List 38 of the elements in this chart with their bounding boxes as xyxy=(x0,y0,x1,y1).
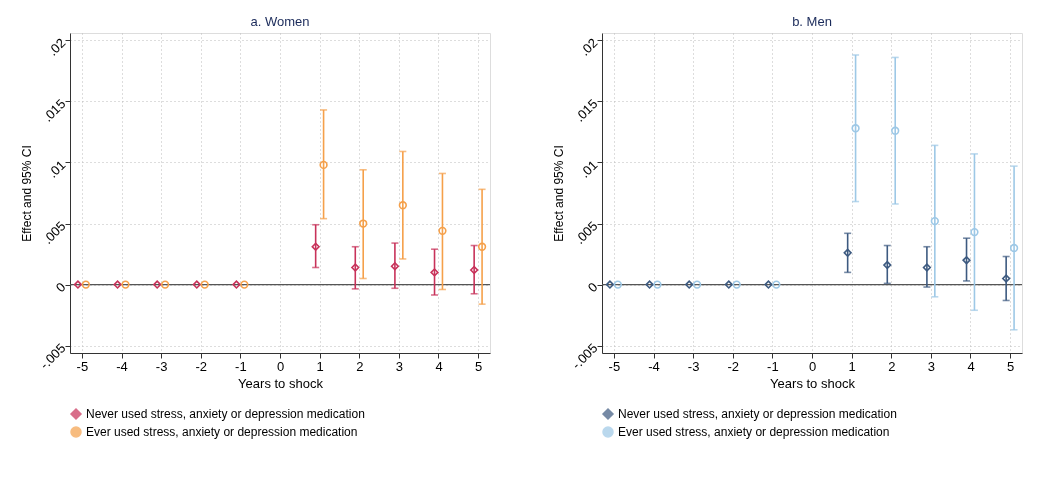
x-tick-label: 4 xyxy=(967,358,975,374)
x-tick-label: 2 xyxy=(888,358,896,374)
y-tick-label: .02 xyxy=(45,35,69,59)
y-tick-label: 0 xyxy=(584,279,601,296)
x-tick-label: -1 xyxy=(767,358,779,374)
x-tick-label: -3 xyxy=(155,358,168,374)
x-tick-label: 5 xyxy=(475,358,483,374)
x-tick-label: -3 xyxy=(687,358,700,374)
x-tick-label: -5 xyxy=(608,358,621,374)
x-tick-label: 0 xyxy=(808,358,817,374)
y-axis-title: Effect and 95% CI xyxy=(20,145,35,242)
x-tick-label: 3 xyxy=(927,358,935,374)
chart-title: b. Men xyxy=(792,14,832,29)
y-axis-title: Effect and 95% CI xyxy=(552,145,567,242)
legend-label: Never used stress, anxiety or depression medication xyxy=(86,407,365,421)
x-tick-label: -4 xyxy=(648,358,660,374)
x-tick-label: -2 xyxy=(195,358,208,374)
x-axis-title: Years to shock xyxy=(238,375,324,391)
x-tick-label: 4 xyxy=(435,358,443,374)
x-tick-label: 1 xyxy=(848,358,856,374)
legend-label: Ever used stress, anxiety or depression medication xyxy=(86,425,358,439)
x-tick-label: 5 xyxy=(1007,358,1015,374)
x-tick-label: 3 xyxy=(395,358,403,374)
y-tick-label: .01 xyxy=(45,157,69,181)
x-tick-label: -5 xyxy=(76,358,89,374)
y-tick-label: .02 xyxy=(577,35,601,59)
x-tick-label: 2 xyxy=(356,358,364,374)
x-tick-label: -4 xyxy=(116,358,128,374)
legend-label: Ever used stress, anxiety or depression medication xyxy=(618,425,890,439)
x-tick-label: -2 xyxy=(727,358,740,374)
x-axis-title: Years to shock xyxy=(770,375,856,391)
chart-title: a. Women xyxy=(250,14,310,29)
x-tick-label: -1 xyxy=(235,358,247,374)
x-tick-label: 0 xyxy=(276,358,285,374)
y-tick-label: .01 xyxy=(577,157,601,181)
y-tick-label: 0 xyxy=(52,279,69,296)
legend-label: Never used stress, anxiety or depression medication xyxy=(618,407,897,421)
x-tick-label: 1 xyxy=(316,358,324,374)
